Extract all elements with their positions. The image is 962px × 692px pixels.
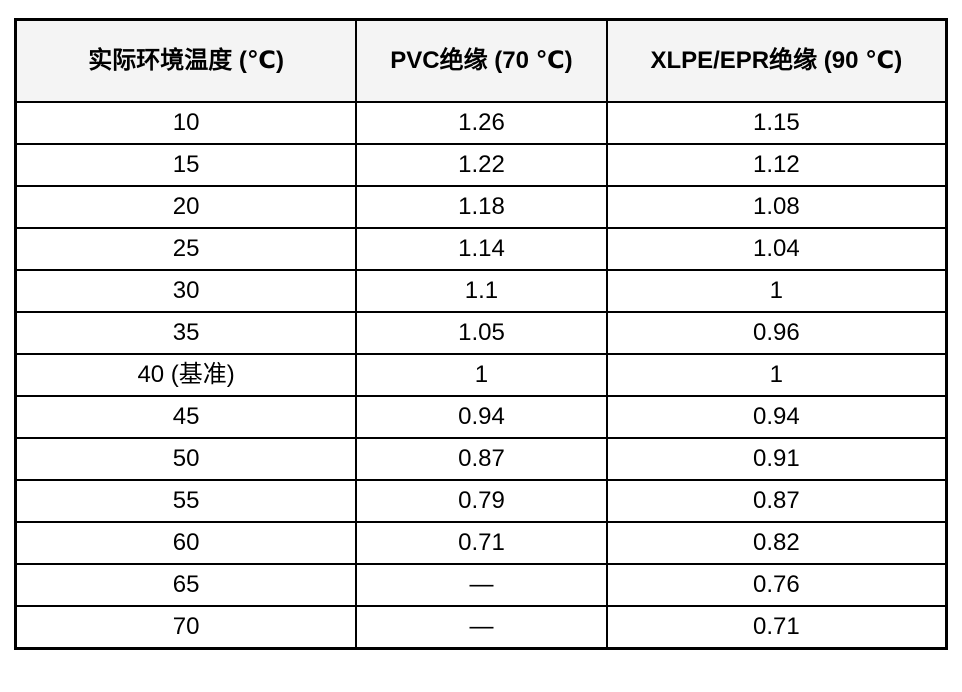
- cell-pvc-factor: 1.18: [355, 185, 608, 229]
- temperature-correction-table-container: 实际环境温度 (℃) PVC绝缘 (70 ℃) XLPE/EPR绝缘 (90 ℃…: [14, 18, 948, 650]
- cell-pvc-factor: 0.71: [355, 521, 608, 565]
- cell-xlpe-factor: 1.08: [605, 185, 948, 229]
- cell-pvc-factor: 1.22: [355, 143, 608, 187]
- cell-ambient-temperature: 35: [14, 311, 358, 355]
- temperature-correction-table: 实际环境温度 (℃) PVC绝缘 (70 ℃) XLPE/EPR绝缘 (90 ℃…: [14, 18, 948, 650]
- cell-pvc-factor: 0.94: [355, 395, 608, 439]
- table-body: 10 1.26 1.15 15 1.22 1.12 20 1.18 1.08 25 1.14 1.04…: [14, 101, 948, 650]
- cell-pvc-factor: 1.05: [355, 311, 608, 355]
- cell-xlpe-factor: 1.04: [605, 227, 948, 271]
- cell-pvc-factor: 1.1: [355, 269, 608, 313]
- cell-ambient-temperature: 70: [14, 605, 358, 650]
- cell-pvc-factor: —: [355, 563, 608, 607]
- cell-xlpe-factor: 0.94: [605, 395, 948, 439]
- cell-pvc-factor: —: [355, 605, 608, 650]
- cell-ambient-temperature: 20: [14, 185, 358, 229]
- table-row: 10 1.26 1.15: [14, 101, 948, 145]
- table-row: 30 1.1 1: [14, 269, 948, 313]
- table-row: 55 0.79 0.87: [14, 479, 948, 523]
- table-row: 20 1.18 1.08: [14, 185, 948, 229]
- cell-ambient-temperature: 65: [14, 563, 358, 607]
- cell-xlpe-factor: 1.15: [605, 101, 948, 145]
- cell-ambient-temperature: 30: [14, 269, 358, 313]
- table-row: 45 0.94 0.94: [14, 395, 948, 439]
- header-cell-xlpe-epr-insulation: XLPE/EPR绝缘 (90 ℃): [605, 18, 948, 103]
- cell-pvc-factor: 0.79: [355, 479, 608, 523]
- table-row: 65—0.76: [14, 563, 948, 607]
- cell-xlpe-factor: 1: [605, 353, 948, 397]
- table-row: 35 1.05 0.96: [14, 311, 948, 355]
- cell-ambient-temperature: 55: [14, 479, 358, 523]
- cell-ambient-temperature: 25: [14, 227, 358, 271]
- table-row: 15 1.22 1.12: [14, 143, 948, 187]
- table-row: 25 1.14 1.04: [14, 227, 948, 271]
- table-row: 40 (基准) 1 1: [14, 353, 948, 397]
- header-cell-ambient-temperature: 实际环境温度 (℃): [14, 18, 358, 103]
- cell-pvc-factor: 1: [355, 353, 608, 397]
- cell-xlpe-factor: 0.71: [605, 605, 948, 650]
- cell-ambient-temperature: 40 (基准): [14, 353, 358, 397]
- cell-ambient-temperature: 15: [14, 143, 358, 187]
- cell-ambient-temperature: 50: [14, 437, 358, 481]
- table-row: 70—0.71: [14, 605, 948, 650]
- cell-pvc-factor: 1.26: [355, 101, 608, 145]
- cell-ambient-temperature: 10: [14, 101, 358, 145]
- table-header-row: 实际环境温度 (℃) PVC绝缘 (70 ℃) XLPE/EPR绝缘 (90 ℃…: [14, 18, 948, 103]
- cell-xlpe-factor: 0.82: [605, 521, 948, 565]
- cell-xlpe-factor: 0.76: [605, 563, 948, 607]
- cell-ambient-temperature: 60: [14, 521, 358, 565]
- table-row: 50 0.87 0.91: [14, 437, 948, 481]
- cell-ambient-temperature: 45: [14, 395, 358, 439]
- table-row: 60 0.71 0.82: [14, 521, 948, 565]
- cell-xlpe-factor: 0.87: [605, 479, 948, 523]
- cell-xlpe-factor: 0.96: [605, 311, 948, 355]
- header-cell-pvc-insulation: PVC绝缘 (70 ℃): [355, 18, 608, 103]
- table-header: 实际环境温度 (℃) PVC绝缘 (70 ℃) XLPE/EPR绝缘 (90 ℃…: [14, 18, 948, 103]
- cell-pvc-factor: 1.14: [355, 227, 608, 271]
- cell-pvc-factor: 0.87: [355, 437, 608, 481]
- cell-xlpe-factor: 0.91: [605, 437, 948, 481]
- cell-xlpe-factor: 1: [605, 269, 948, 313]
- cell-xlpe-factor: 1.12: [605, 143, 948, 187]
